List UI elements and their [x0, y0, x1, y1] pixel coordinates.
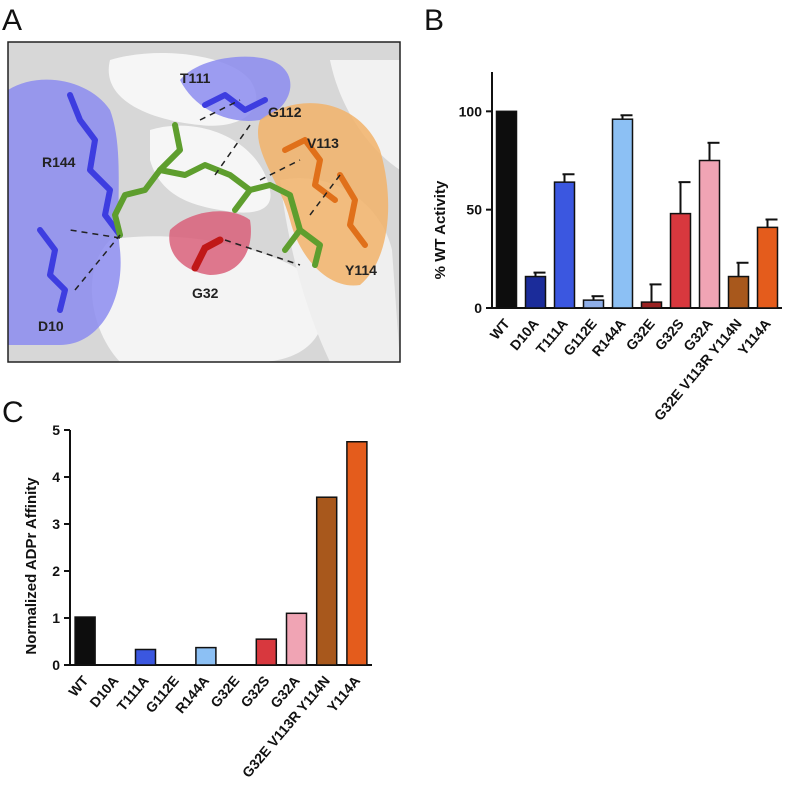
- bar: [698, 159, 721, 309]
- x-tick-label: G32S: [237, 673, 272, 711]
- orange-residues: [282, 137, 368, 248]
- label-v113: V113: [307, 135, 339, 151]
- bar: [285, 612, 308, 666]
- bar: [640, 301, 663, 309]
- bar: [553, 181, 576, 309]
- bar: [582, 299, 605, 309]
- bar: [756, 226, 779, 309]
- bar: [74, 616, 96, 666]
- label-d10: D10: [38, 318, 64, 334]
- y-axis-title: Normalized ADPr Affinity: [23, 477, 40, 655]
- y-tick-label: 0: [474, 300, 482, 316]
- blue-residues: [37, 92, 268, 313]
- ligand: [112, 122, 323, 268]
- x-tick-label: G32S: [652, 316, 687, 354]
- y-axis-title: % WT Activity: [432, 180, 449, 279]
- y-tick-label: 50: [466, 202, 482, 218]
- y-tick-label: 4: [52, 469, 60, 485]
- chart-c: 012345WTD10AT111AG112ER144AG32EG32SG32AG…: [23, 422, 372, 781]
- x-tick-label: WT: [65, 672, 92, 699]
- panel-a-frame: [7, 41, 401, 363]
- bar: [315, 496, 338, 666]
- x-tick-label: R144A: [172, 673, 212, 717]
- red-residue: [191, 236, 224, 272]
- bar: [255, 638, 278, 666]
- chart-b: 050100WTD10AT111AG112ER144AG32EG32SG32AG…: [432, 72, 782, 424]
- label-t111: T111: [180, 70, 211, 86]
- label-g112: G112: [268, 104, 302, 120]
- y-tick-label: 3: [52, 516, 60, 532]
- label-y114: Y114: [345, 262, 377, 278]
- label-g32: G32: [192, 285, 219, 301]
- hydrogen-bonds: [69, 99, 341, 291]
- surface-lobe: [91, 236, 324, 362]
- bar: [727, 275, 750, 309]
- y-tick-label: 100: [459, 103, 483, 119]
- label-r144: R144: [42, 154, 76, 170]
- x-tick-label: Y114A: [735, 316, 774, 358]
- bar: [495, 110, 518, 309]
- bar: [346, 441, 368, 666]
- bar: [611, 118, 634, 309]
- y-tick-label: 5: [52, 422, 60, 438]
- panel-letter-a: A: [2, 4, 22, 37]
- surface-lobe: [330, 60, 400, 170]
- panel-letter-c: C: [2, 396, 24, 429]
- y-tick-label: 2: [52, 563, 60, 579]
- bar: [134, 648, 157, 666]
- x-tick-label: G32E: [207, 673, 242, 711]
- y-tick-label: 0: [52, 657, 60, 673]
- panel-letter-b: B: [424, 4, 444, 37]
- bar: [669, 212, 692, 309]
- y-tick-label: 1: [52, 610, 60, 626]
- x-tick-label: G32E: [623, 316, 658, 354]
- x-tick-label: Y114A: [324, 673, 363, 715]
- bar: [524, 275, 547, 309]
- structure-image: T111 G112 V113 R144 Y114 G32 D10: [7, 41, 401, 363]
- bar: [195, 646, 217, 666]
